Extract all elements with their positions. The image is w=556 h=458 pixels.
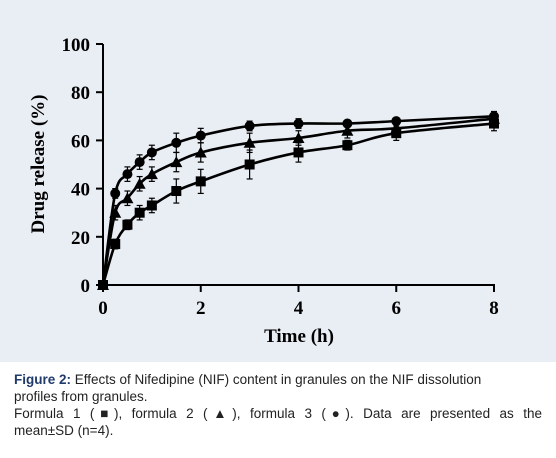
- data-point-triangle: [341, 124, 354, 136]
- series-triangle: [97, 112, 500, 290]
- data-point-square: [110, 239, 121, 250]
- y-tick-label: 100: [62, 35, 91, 56]
- plot-panel: 0 20 40 60 80 100 0 2 4 6 8 Time (h) Drug release …: [0, 0, 556, 362]
- caption-line-3: Formula 1 (■), formula 2 (▲), formula 3 …: [14, 406, 542, 421]
- data-point-square: [134, 207, 145, 218]
- data-point-circle: [110, 188, 121, 199]
- x-tick-label: 0: [98, 298, 108, 319]
- y-tick-label: 40: [71, 180, 90, 201]
- x-tick-label: 8: [489, 298, 499, 319]
- caption-label: Figure 2:: [14, 372, 72, 387]
- data-point-circle: [134, 157, 145, 168]
- data-point-circle: [244, 120, 255, 131]
- data-point-circle: [391, 116, 402, 127]
- data-point-square: [171, 186, 182, 197]
- caption-line-2: profiles from granules.: [14, 389, 148, 404]
- series-circle: [98, 110, 499, 290]
- data-point-circle: [146, 147, 157, 158]
- data-point-circle: [122, 169, 133, 180]
- release-profile-chart: 0 20 40 60 80 100 0 2 4 6 8 Time (h) Drug release …: [28, 35, 500, 347]
- data-point-square: [342, 140, 353, 151]
- data-point-square: [244, 159, 255, 170]
- caption-line-1: Effects of Nifedipine (NIF) content in g…: [71, 372, 482, 387]
- axes: [102, 44, 495, 286]
- x-axis-label: Time (h): [264, 326, 334, 347]
- y-tick-label: 60: [71, 131, 90, 152]
- ticks: 0 20 40 60 80 100 0 2 4 6 8: [62, 35, 499, 319]
- data-point-square: [293, 147, 304, 158]
- data-point-triangle: [243, 136, 256, 148]
- caption-line-4: mean±SD (n=4).: [14, 423, 114, 438]
- data-point-triangle: [194, 146, 207, 158]
- data-point-square: [195, 176, 206, 187]
- y-axis-label: Drug release (%): [28, 95, 49, 234]
- y-tick-label: 80: [71, 83, 90, 104]
- data-point-triangle: [170, 156, 183, 168]
- x-tick-label: 2: [196, 298, 206, 319]
- data-point-triangle: [133, 177, 146, 189]
- data-point-circle: [489, 111, 499, 122]
- data-point-circle: [171, 137, 182, 148]
- series: [97, 110, 500, 290]
- data-point-circle: [293, 118, 304, 129]
- caption-first-paragraph: Figure 2: Effects of Nifedipine (NIF) co…: [14, 371, 542, 388]
- data-point-triangle: [292, 131, 305, 143]
- data-point-triangle: [145, 168, 158, 180]
- x-tick-label: 4: [294, 298, 304, 319]
- x-tick-label: 6: [392, 298, 402, 319]
- data-point-circle: [98, 280, 108, 290]
- figure-caption: Figure 2: Effects of Nifedipine (NIF) co…: [0, 362, 556, 458]
- data-point-circle: [342, 118, 353, 129]
- data-point-triangle: [390, 122, 403, 134]
- y-tick-label: 0: [81, 276, 91, 297]
- y-tick-label: 20: [71, 228, 90, 249]
- data-point-circle: [195, 130, 206, 141]
- data-point-triangle: [121, 192, 134, 204]
- data-point-square: [146, 200, 157, 211]
- data-point-square: [122, 219, 133, 230]
